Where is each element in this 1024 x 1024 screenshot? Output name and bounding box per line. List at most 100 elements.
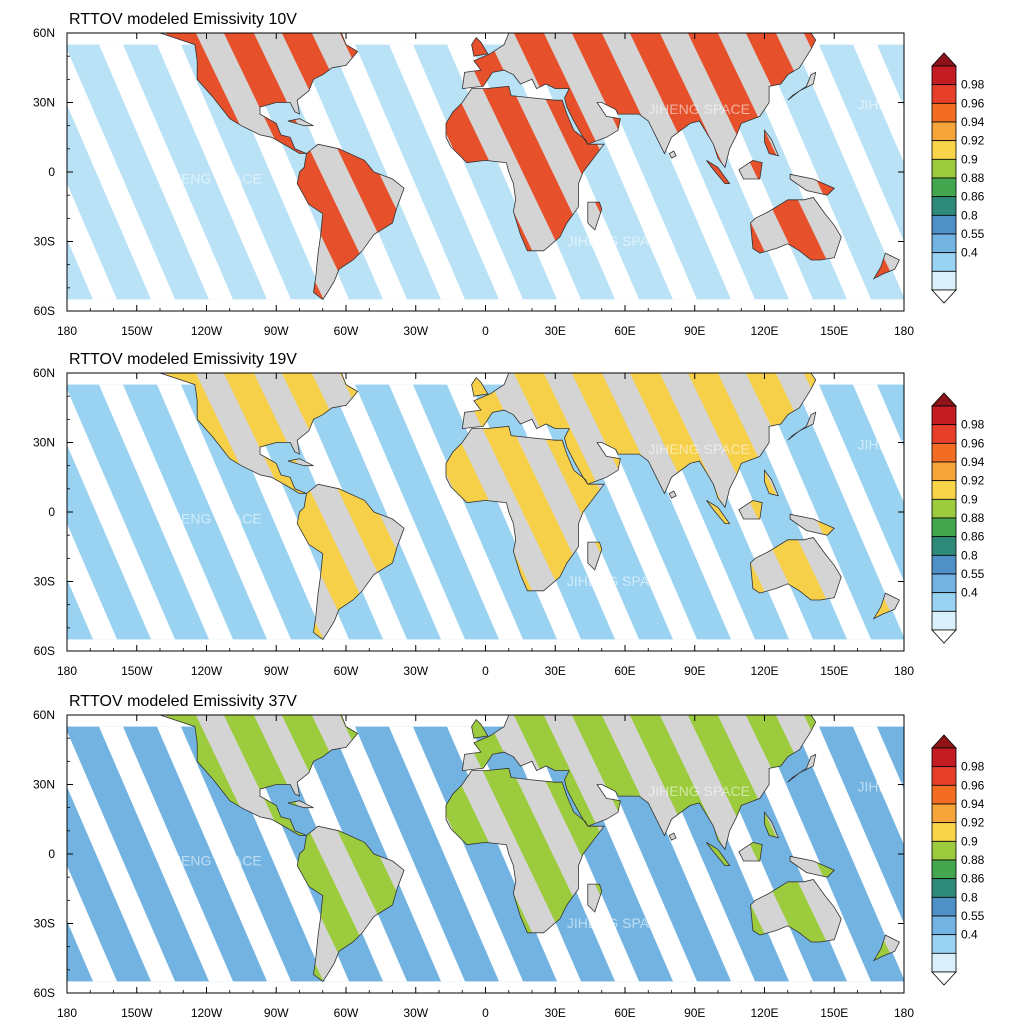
land-base-greenland — [346, 21, 393, 33]
colorbar-label: 0.96 — [961, 436, 985, 450]
coastline-eurasia — [461, 33, 817, 169]
x-axis: 180 150W 120W 90W 60W 30W 0 30E 60E 90E 120E 150E 18… — [57, 373, 914, 678]
coastlines — [101, 33, 900, 300]
colorbar-box — [931, 784, 957, 805]
coastline-japan — [787, 71, 817, 101]
orbit-gap-stripe — [67, 183, 117, 300]
watermark-text: JIHENG SPACE — [858, 778, 960, 794]
colorbar-box — [931, 252, 957, 272]
y-tick-label: 60N — [33, 26, 55, 40]
orbit-gap-stripe — [157, 384, 291, 640]
y-axis: 60N 30N 0 30S 60S — [33, 366, 904, 658]
colorbar-label: 0.9 — [961, 492, 978, 506]
x-tick-label: 120W — [191, 664, 223, 678]
coastline-borneo — [738, 499, 763, 520]
colorbar-box — [931, 158, 957, 179]
land-swath — [219, 715, 392, 982]
colorbar-label: 0.92 — [961, 816, 985, 830]
orbit-gap-stripe — [67, 523, 117, 640]
x-tick-label: 150W — [121, 324, 153, 338]
x-tick-label: 0 — [482, 1006, 489, 1020]
coastline-north-america — [101, 715, 359, 836]
x-tick-label: 180 — [57, 664, 77, 678]
x-tick-label: 180 — [894, 664, 914, 678]
watermark-text: JIHENG SPACE — [567, 233, 669, 249]
y-tick-label: 0 — [48, 847, 55, 861]
colorbar-top-triangle — [931, 734, 957, 749]
y-axis: 60N 30N 0 30S 60S — [33, 26, 904, 318]
watermark-text: JIHENG SPACE — [648, 783, 750, 799]
coastline-africa — [445, 85, 605, 252]
coastline-sumatra — [706, 500, 731, 524]
colorbar-label: 0.98 — [961, 418, 985, 432]
coastline-africa — [445, 425, 605, 592]
x-axis: 180 150W 120W 90W 60W 30W 0 30E 60E 90E 120E 150E 18… — [57, 33, 914, 338]
orbit-gap-stripe — [67, 731, 175, 982]
y-tick-label: 0 — [48, 165, 55, 179]
orbit-gap-stripe — [853, 384, 904, 503]
colorbar-bottom-triangle — [931, 629, 957, 644]
y-tick-label: 30S — [34, 575, 55, 589]
x-tick-label: 0 — [482, 324, 489, 338]
coastline-cuba — [287, 800, 314, 809]
orbit-gap-stripe — [853, 726, 904, 845]
land-base-greenland — [346, 361, 393, 373]
x-tick-label: 90W — [264, 1006, 289, 1020]
x-tick-label: 30E — [545, 664, 566, 678]
coastline-australia — [750, 197, 842, 261]
orbit-gap-stripe — [99, 726, 233, 982]
x-tick-label: 90W — [264, 664, 289, 678]
colorbar-box — [931, 102, 957, 123]
coastline-sumatra — [706, 842, 731, 866]
colorbar-box — [931, 140, 957, 160]
orbit-gap-stripe — [795, 384, 904, 638]
coastlines — [101, 373, 900, 640]
watermark-text: JIHENG SPACE — [858, 436, 960, 452]
land-swath — [0, 363, 44, 661]
colorbar-label: 0.96 — [961, 96, 985, 110]
colorbar-box — [931, 592, 957, 612]
colorbar-top-triangle — [931, 52, 957, 67]
coastline-eurasia — [461, 373, 817, 509]
colorbar-box — [931, 859, 957, 880]
colorbar-bottom-triangle — [931, 971, 957, 986]
orbit-gap-stripe — [331, 44, 465, 300]
orbit-gap-stripe — [853, 44, 904, 163]
colorbar-label: 0.92 — [961, 474, 985, 488]
coastline-madagascar — [587, 883, 603, 913]
x-tick-label: 180 — [894, 324, 914, 338]
x-tick-label: 90E — [684, 664, 705, 678]
watermark-text: JIHENG SPACE — [567, 915, 669, 931]
x-tick-label: 30W — [403, 1006, 428, 1020]
orbit-gap-stripe — [157, 726, 291, 982]
colorbar-label: 0.55 — [961, 567, 985, 581]
watermarks: JIHENG SPACE JIHENG SPACE JIHENG SPACE JIHE… — [160, 436, 960, 589]
coastline-uk — [471, 36, 489, 57]
watermark-text: JIHENG SPACE — [160, 853, 262, 869]
land-swath — [0, 23, 44, 321]
x-tick-label: 150W — [121, 1006, 153, 1020]
orbit-gap-stripe — [99, 44, 233, 300]
land-swath — [219, 33, 392, 300]
orbit-gap-stripe — [331, 384, 465, 640]
colorbar-box — [931, 747, 957, 768]
y-tick-label: 60S — [34, 304, 55, 318]
land-swath — [0, 705, 44, 1003]
colorbar-box — [931, 934, 957, 954]
colorbar-box — [931, 121, 957, 142]
y-tick-label: 30N — [33, 96, 55, 110]
colorbar-box — [931, 610, 957, 631]
colorbar-label: 0.88 — [961, 511, 985, 525]
coastline-philippines — [764, 811, 780, 839]
x-axis: 180 150W 120W 90W 60W 30W 0 30E 60E 90E 120E 150E 18… — [57, 715, 914, 1020]
orbit-gap-stripe — [795, 44, 904, 298]
colorbar-label: 0.96 — [961, 778, 985, 792]
x-tick-label: 180 — [894, 1006, 914, 1020]
coastline-japan — [787, 753, 817, 783]
emissivity-map-panel-1: RTTOV modeled Emissivity 10V JIHENG SPACE… — [0, 11, 985, 338]
colorbar-box — [931, 766, 957, 786]
x-tick-label: 120W — [191, 324, 223, 338]
colorbar-box — [931, 915, 957, 936]
colorbar-box — [931, 803, 957, 824]
colorbar-label: 0.86 — [961, 530, 985, 544]
